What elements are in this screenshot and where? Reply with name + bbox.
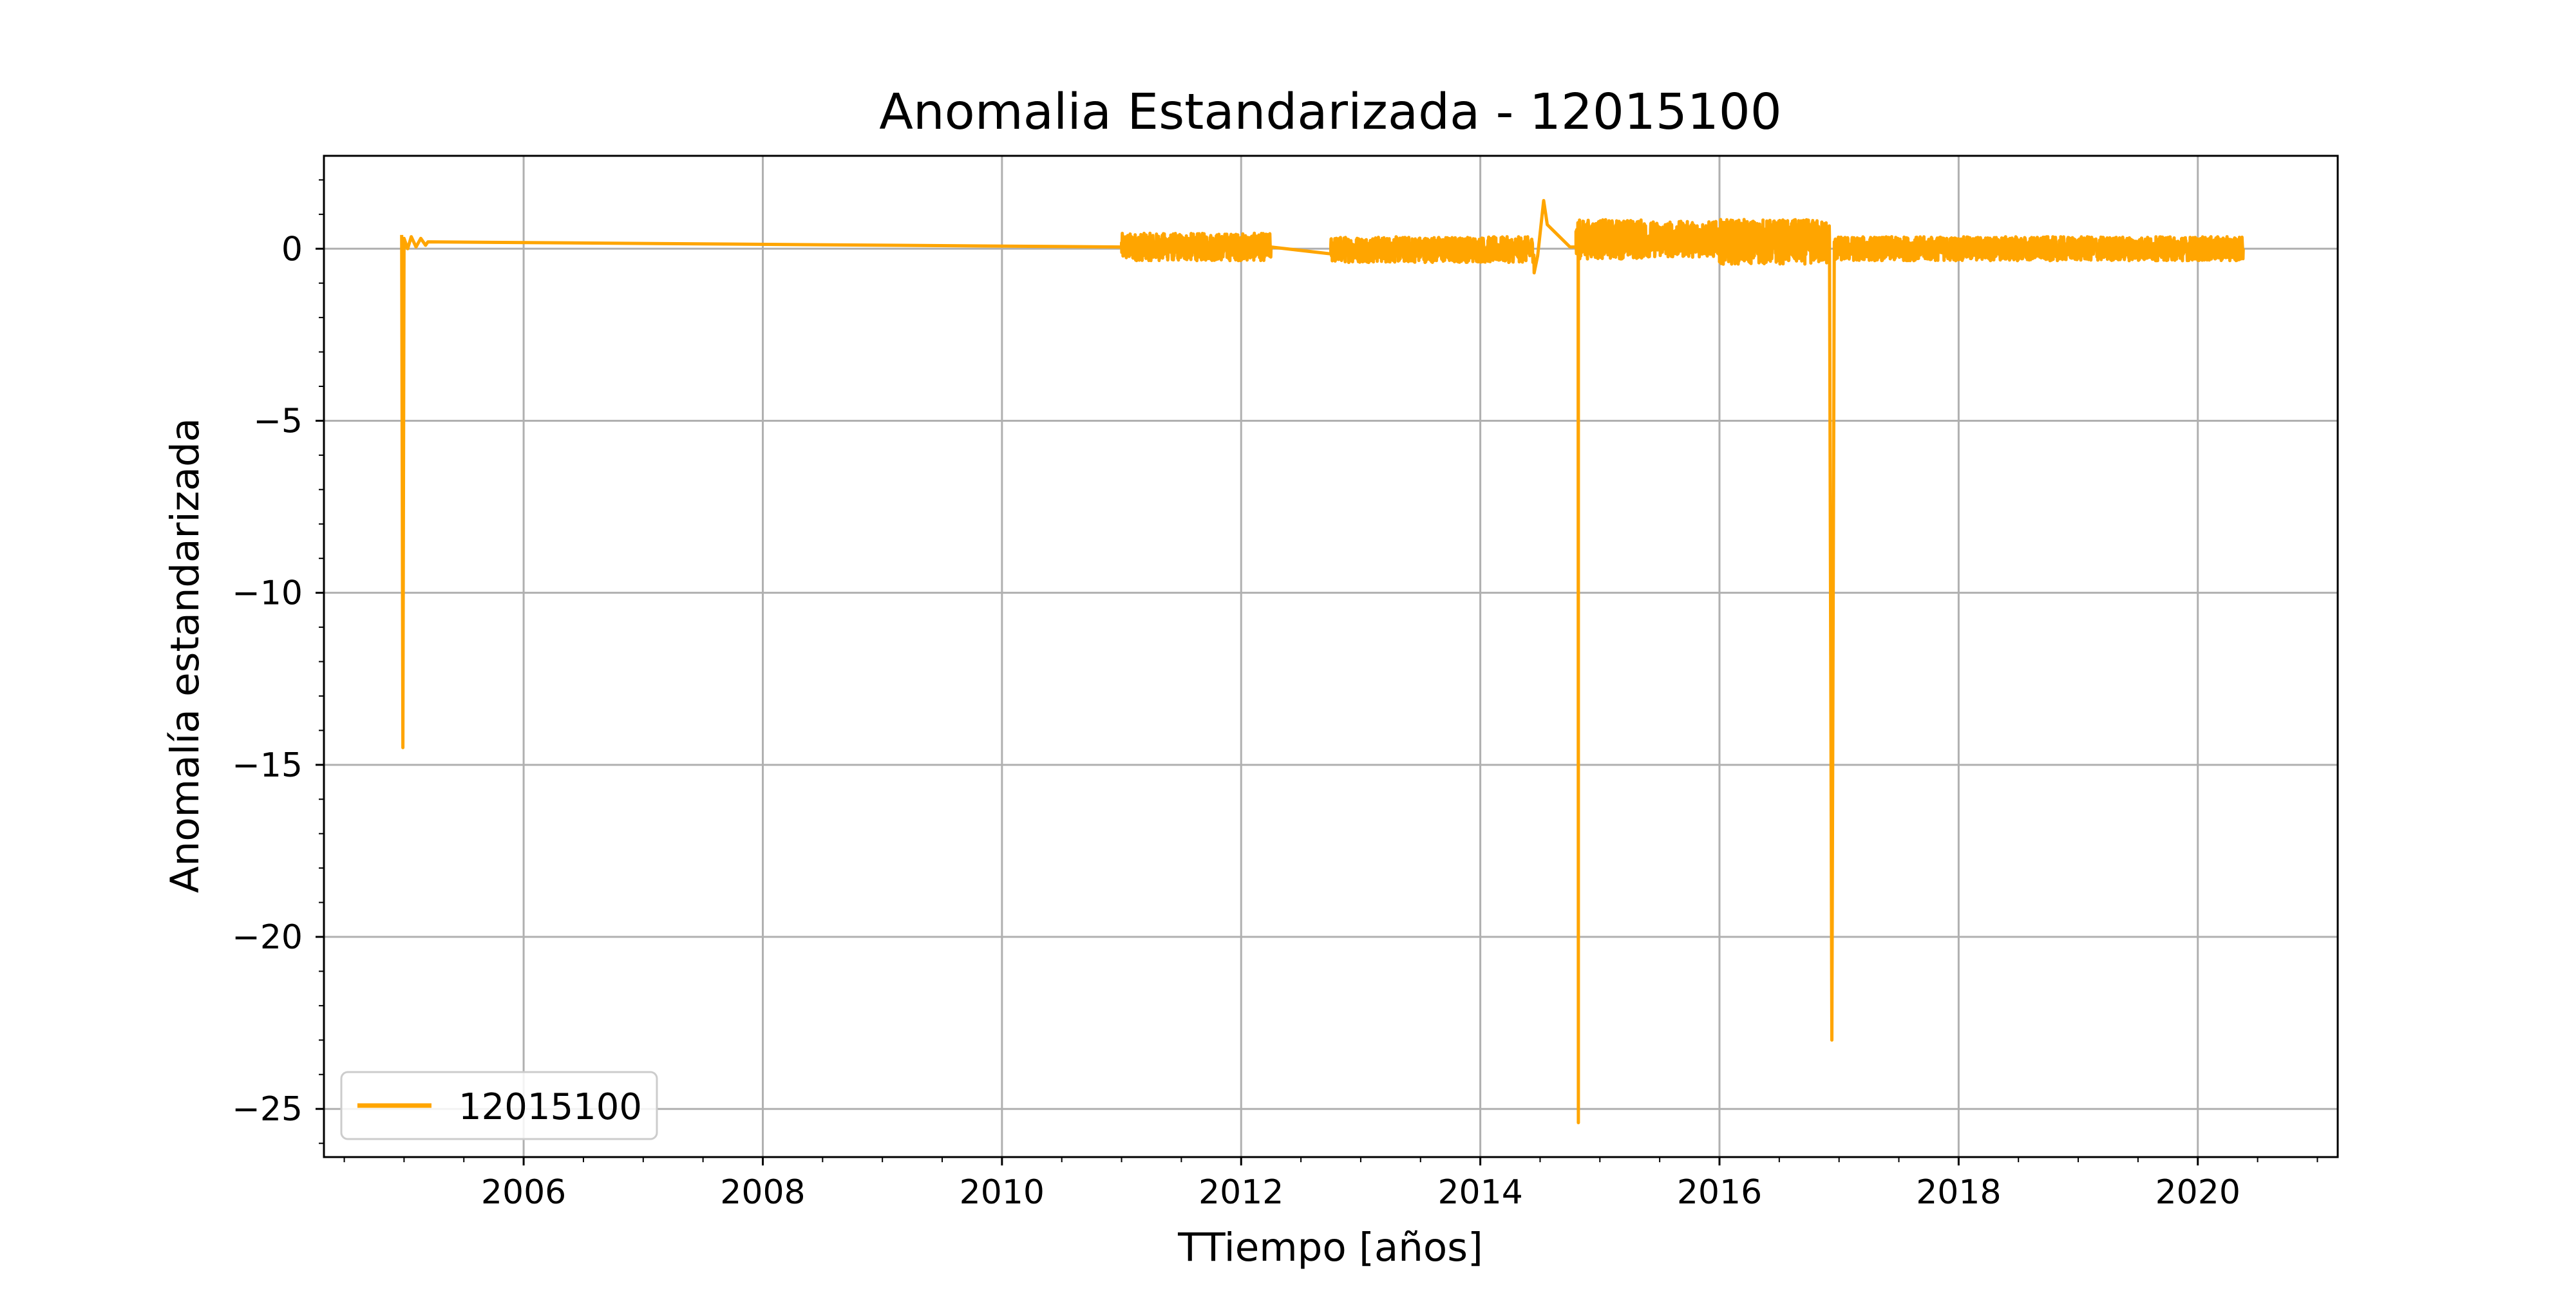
chart-title: Anomalia Estandarizada - 12015100 bbox=[879, 84, 1782, 141]
legend-label: 12015100 bbox=[459, 1086, 642, 1128]
x-tick-label: 2020 bbox=[2155, 1173, 2240, 1212]
y-tick-label: −10 bbox=[232, 574, 303, 613]
y-tick-label: −15 bbox=[232, 746, 303, 785]
x-axis-label: TTiempo [años] bbox=[1177, 1225, 1483, 1270]
x-tick-label: 2016 bbox=[1677, 1173, 1762, 1212]
y-axis-label: Anomalía estandarizada bbox=[162, 418, 208, 893]
x-tick-labels: 2006 2008 2010 2012 2014 2016 2018 2020 bbox=[481, 1173, 2240, 1212]
legend: 12015100 bbox=[340, 1071, 658, 1140]
series-layer bbox=[400, 199, 2245, 1125]
series-line-12015100 bbox=[400, 199, 2245, 1125]
y-tick-labels: 0 −5 −10 −15 −20 −25 bbox=[232, 230, 303, 1129]
x-tick-label: 2012 bbox=[1198, 1173, 1283, 1212]
plot-frame bbox=[323, 155, 2339, 1158]
x-tick-label: 2018 bbox=[1916, 1173, 2001, 1212]
y-tick-label: −5 bbox=[253, 402, 303, 440]
legend-box bbox=[340, 1071, 658, 1140]
y-tick-label: 0 bbox=[281, 230, 303, 269]
x-tick-label: 2008 bbox=[720, 1173, 805, 1212]
x-tick-label: 2014 bbox=[1437, 1173, 1522, 1212]
y-tick-label: −25 bbox=[232, 1090, 303, 1129]
x-tick-label: 2006 bbox=[481, 1173, 566, 1212]
x-tick-label: 2010 bbox=[960, 1173, 1045, 1212]
grid-lines bbox=[324, 156, 2338, 1157]
major-ticks bbox=[316, 247, 2199, 1165]
y-tick-label: −20 bbox=[232, 918, 303, 957]
